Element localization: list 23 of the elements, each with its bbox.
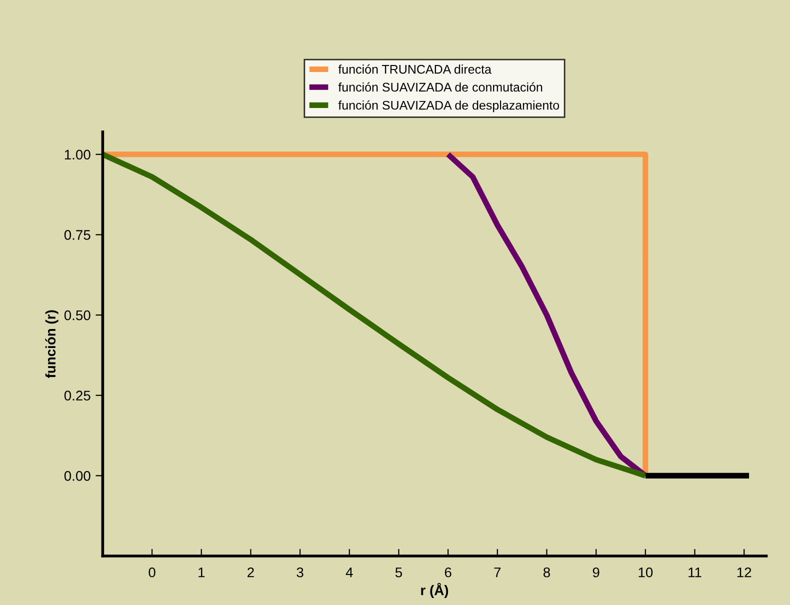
x-tick-label: 6 [444, 567, 452, 578]
x-tick-label: 5 [395, 568, 402, 578]
y-axis-title: función (r) [45, 310, 58, 378]
y-tick-label: 0.25 [64, 390, 90, 401]
legend-label: función SUAVIZADA de conmutación [338, 82, 542, 92]
x-tick-label: 8 [543, 567, 550, 578]
legend-label: función TRUNCADA directa [338, 64, 492, 74]
y-tick-label: 0.75 [64, 230, 90, 240]
x-tick-label: 7 [494, 568, 501, 578]
x-tick-label: 4 [346, 568, 353, 578]
x-tick-label: 10 [638, 567, 653, 578]
x-tick-label: 2 [248, 567, 254, 578]
legend-label: función SUAVIZADA de desplazamiento [338, 100, 560, 112]
y-tick-label: 1.00 [64, 150, 90, 160]
x-axis-title: r (Å) [421, 582, 448, 598]
x-tick-label: 12 [737, 567, 752, 578]
y-tick-label: 0.50 [64, 310, 90, 320]
x-tick-label: 0 [148, 567, 156, 578]
x-tick-label: 11 [688, 568, 702, 578]
x-tick-label: 3 [296, 567, 304, 578]
x-tick-label: 9 [592, 567, 600, 578]
y-tick-label: 0.00 [64, 471, 90, 481]
x-tick-label: 1 [198, 568, 205, 578]
